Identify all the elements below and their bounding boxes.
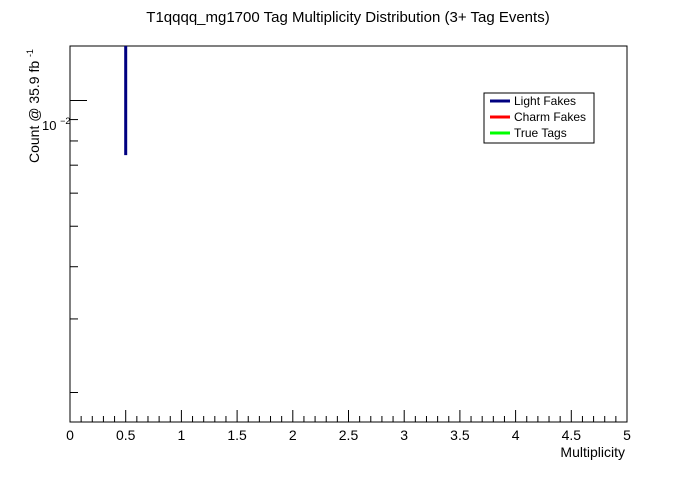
legend-label: Charm Fakes <box>514 110 586 124</box>
y-axis-label: Count @ 35.9 fb -1 <box>25 49 42 163</box>
y-tick-label: 10 −2 <box>42 116 70 133</box>
x-tick-label: 4 <box>512 427 520 443</box>
y-axis-ticks <box>70 99 87 394</box>
y-tick-base: 10 <box>42 118 56 133</box>
legend-entries: Light Fakes Charm Fakes True Tags <box>490 94 586 140</box>
x-tick-label: 1.5 <box>227 427 247 443</box>
legend: Light Fakes Charm Fakes True Tags <box>483 92 595 144</box>
x-tick-label: 0 <box>66 427 74 443</box>
x-tick-label: 4.5 <box>562 427 582 443</box>
x-tick-label: 2 <box>289 427 297 443</box>
y-tick-exponent: −2 <box>60 116 70 126</box>
x-tick-label: 3 <box>400 427 408 443</box>
legend-label: Light Fakes <box>514 94 576 108</box>
chart-title: T1qqqq_mg1700 Tag Multiplicity Distribut… <box>146 9 549 26</box>
y-axis-label-superscript: -1 <box>25 49 35 57</box>
x-tick-label: 5 <box>623 427 631 443</box>
y-axis-label-main: Count @ 35.9 fb <box>26 61 42 163</box>
x-tick-label: 0.5 <box>116 427 136 443</box>
x-tick-label: 2.5 <box>339 427 359 443</box>
x-axis-ticks <box>69 410 628 422</box>
x-tick-label: 3.5 <box>450 427 470 443</box>
x-tick-label: 1 <box>178 427 186 443</box>
x-axis-tick-labels: 0 0.5 1 1.5 2 2.5 3 3.5 4 4.5 5 <box>66 427 631 443</box>
legend-label: True Tags <box>514 126 567 140</box>
x-axis-label: Multiplicity <box>560 444 625 460</box>
